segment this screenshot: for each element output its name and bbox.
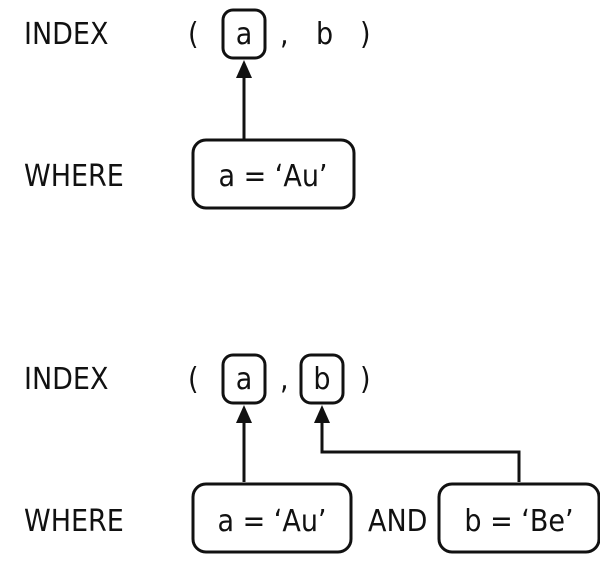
close-paren: ) <box>360 17 371 52</box>
condition-b: b = ‘Be’ <box>464 504 573 539</box>
index-keyword: INDEX <box>24 17 108 52</box>
condition-a-box <box>191 482 353 554</box>
index-keyword: INDEX <box>24 362 108 397</box>
condition-a: a = ‘Au’ <box>218 504 327 539</box>
condition-b-box <box>437 482 600 554</box>
index-column-a-box <box>221 353 267 405</box>
comma: , <box>280 362 289 397</box>
open-paren: ( <box>188 17 199 52</box>
index-column-a: a <box>236 17 253 52</box>
condition-a: a = ‘Au’ <box>219 159 328 194</box>
index-column-b-box <box>299 353 345 405</box>
index-column-a-box <box>221 8 267 60</box>
open-paren: ( <box>188 362 199 397</box>
index-column-b: b <box>313 362 330 397</box>
close-paren: ) <box>360 362 371 397</box>
arrow-b-head <box>314 405 330 423</box>
where-keyword: WHERE <box>24 504 124 539</box>
index-column-a: a <box>236 362 253 397</box>
comma: , <box>280 17 289 52</box>
arrow-a-head <box>236 60 252 78</box>
arrow-a-head <box>236 405 252 423</box>
where-keyword: WHERE <box>24 159 124 194</box>
condition-a-box <box>191 138 356 210</box>
and-keyword: AND <box>368 504 427 539</box>
diagram-top: INDEX ( a , b ) WHERE a = ‘Au’ <box>24 8 371 210</box>
diagram-bottom: INDEX ( a , b ) WHERE a = ‘Au’ AND b = ‘… <box>24 353 600 554</box>
index-column-b: b <box>316 17 333 52</box>
arrow-b-path <box>320 421 521 482</box>
